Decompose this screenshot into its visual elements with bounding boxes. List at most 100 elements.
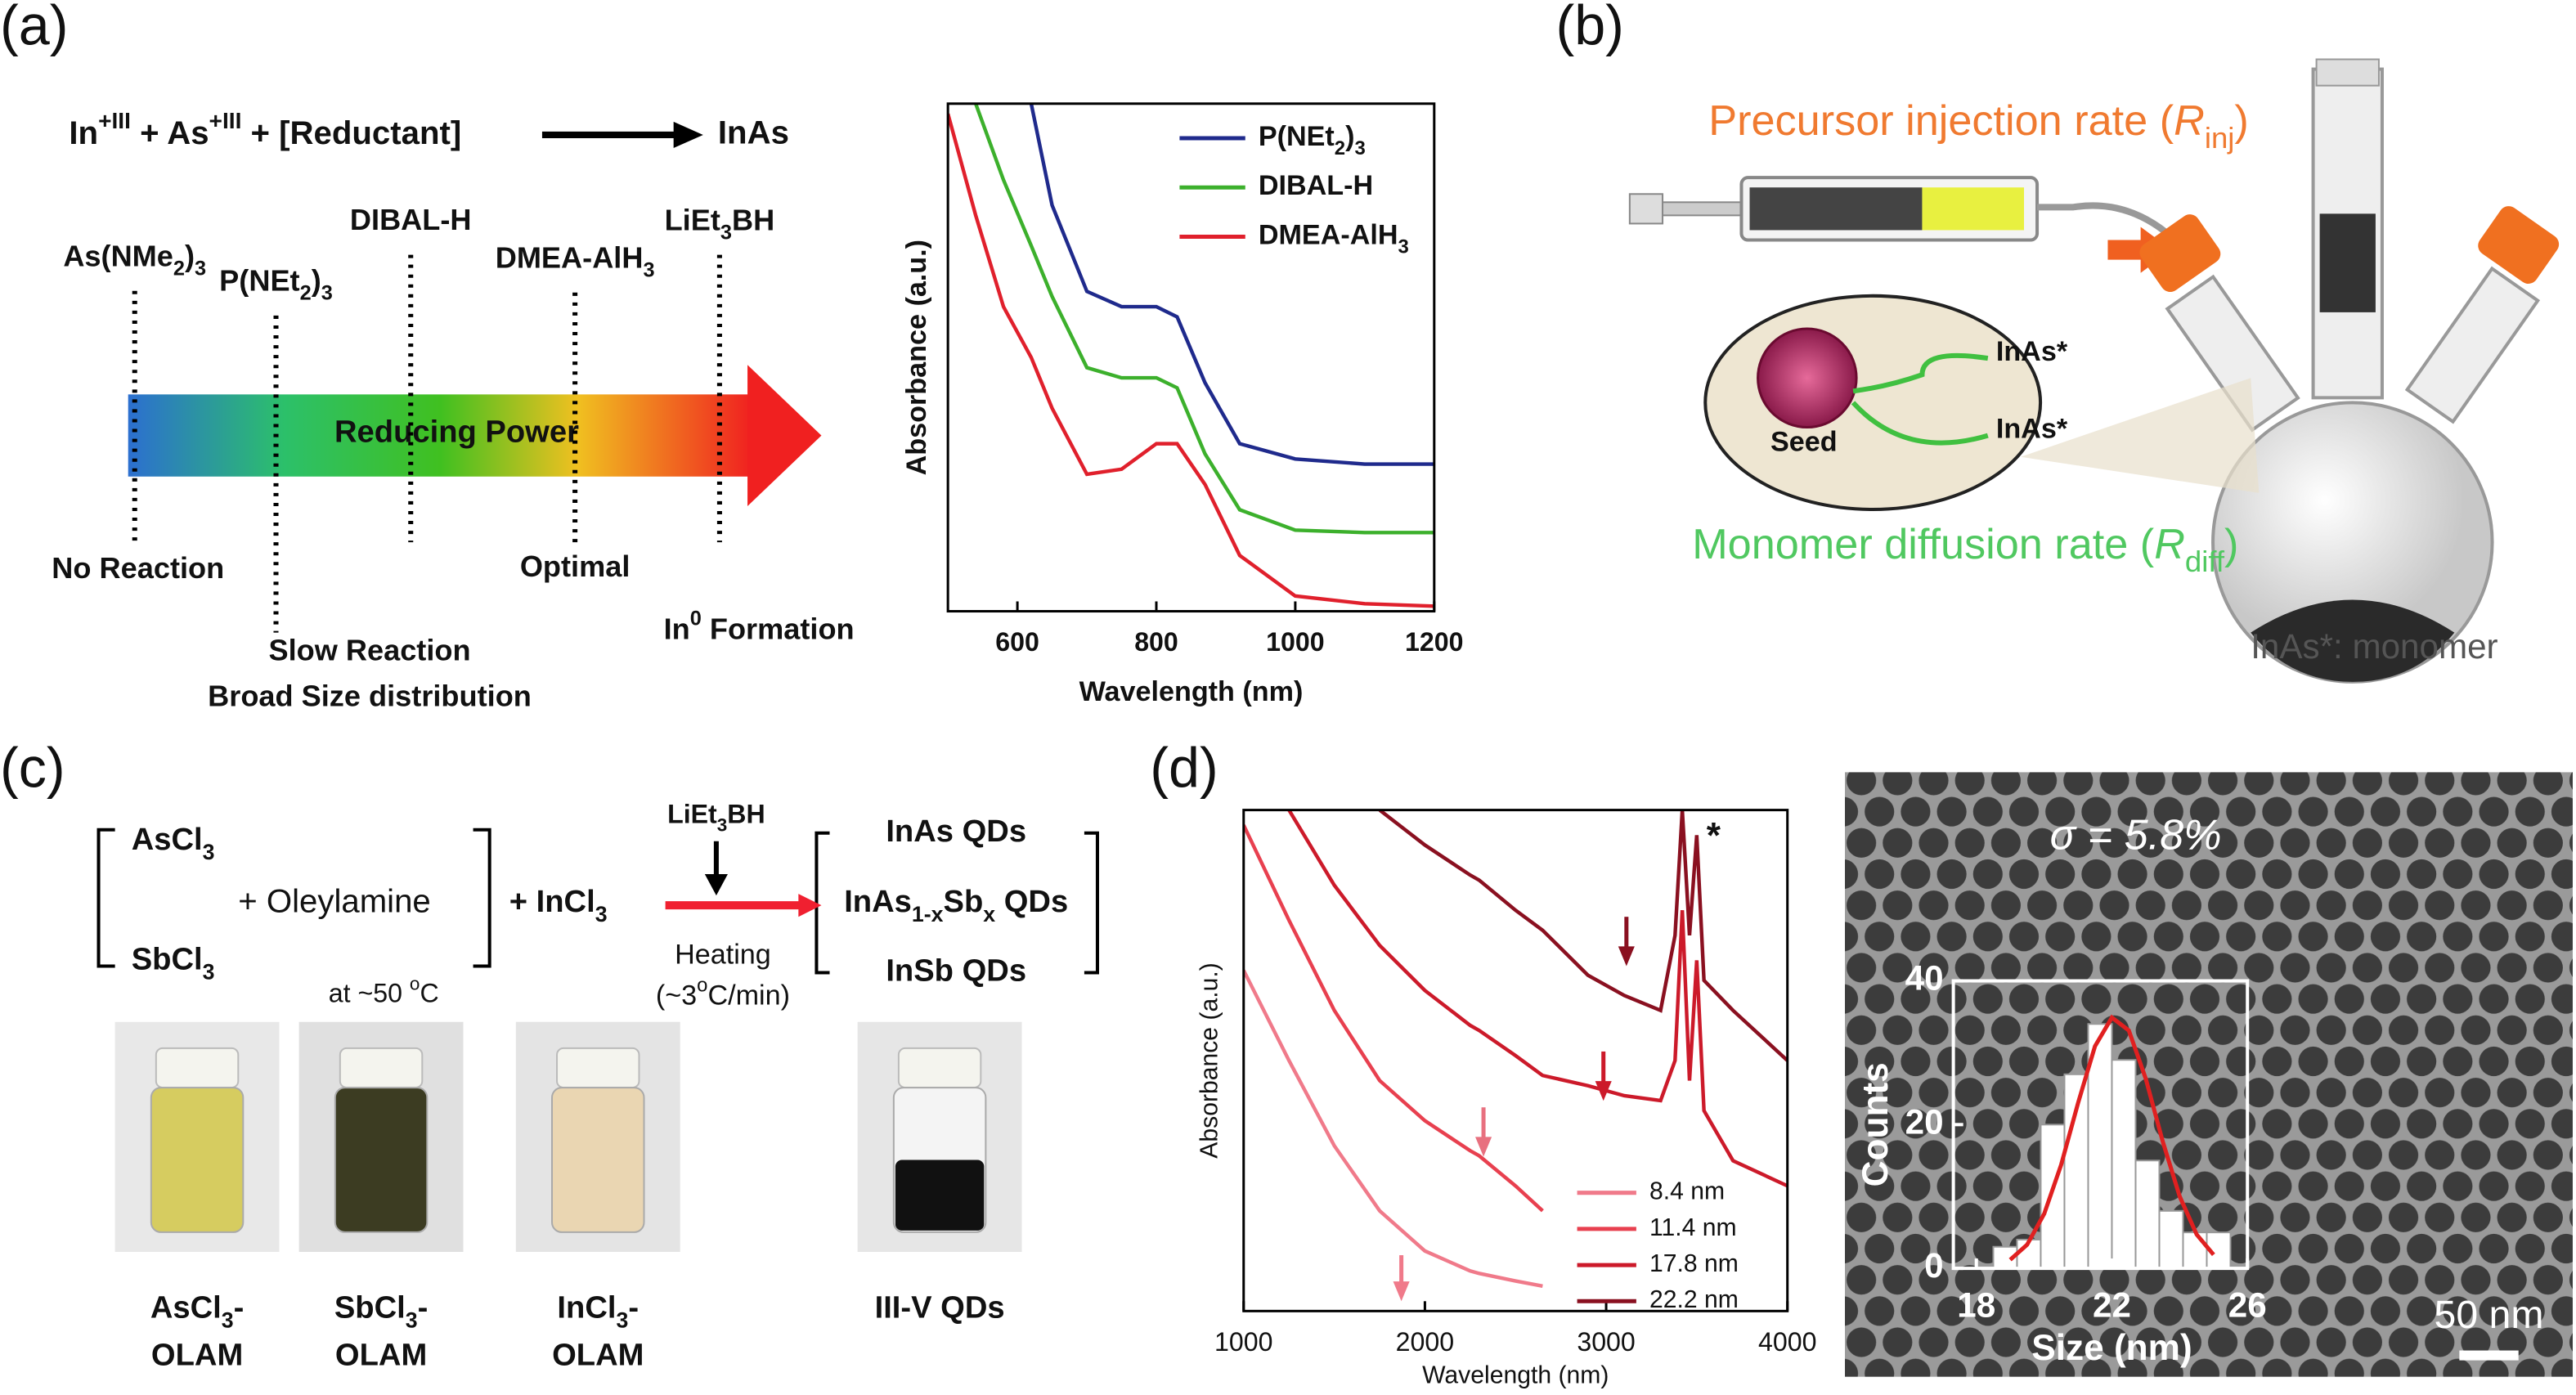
reductant-name: As(NMe2)3: [63, 239, 206, 280]
x-tick-label: 22: [2093, 1285, 2131, 1324]
series-line: [948, 113, 1434, 608]
text-part: Formation: [702, 612, 855, 645]
flask: [2139, 58, 2560, 684]
text-part: 3: [1354, 137, 1365, 159]
seed: [1757, 327, 1858, 429]
x-tick-label: 2000: [1396, 1327, 1454, 1357]
panel-label: (b): [1555, 0, 1623, 56]
text-part: 3: [720, 221, 732, 244]
text-part: ): [2224, 521, 2238, 568]
vial-caption: OLAM: [552, 1338, 644, 1373]
tem-image: [1845, 772, 2573, 1377]
text-part: BH: [727, 800, 765, 829]
legend-label: 11.4 nm: [1649, 1214, 1737, 1241]
text-part: C/min): [707, 980, 790, 1011]
bracket: [473, 828, 491, 968]
vial-caption: InCl3-: [557, 1290, 639, 1332]
monomer-path: [1851, 401, 1989, 446]
product: InSb QDs: [886, 953, 1026, 989]
text-part: ): [312, 263, 321, 297]
y-tick-label: 0: [1924, 1246, 1943, 1285]
text-part: -: [418, 1290, 429, 1325]
histogram-bar: [2087, 1023, 2113, 1270]
x-tick-label: 800: [1134, 627, 1178, 657]
text-part: 3: [617, 1308, 629, 1332]
text-part: InAs: [844, 884, 912, 919]
text-part: ): [185, 239, 195, 272]
text-part: ): [1345, 121, 1354, 152]
series-line: [1243, 969, 1543, 1288]
reaction-arrow-head: [673, 121, 703, 149]
text-part: 3: [195, 257, 206, 280]
text-part: As(NMe: [63, 239, 173, 272]
text-part: -: [628, 1290, 639, 1325]
x-tick-label: 600: [995, 627, 1039, 657]
diffusion-label: Monomer diffusion rate (Rdiff): [1692, 521, 2238, 578]
reductant-note: Optimal: [520, 549, 631, 583]
text-part: + InCl: [509, 884, 595, 919]
panel-label: (c): [0, 737, 65, 799]
monomer-label: InAs*: [1996, 414, 2068, 445]
text-part: 3: [203, 959, 215, 984]
text-part: 3: [717, 815, 728, 836]
text-part: DMEA-AlH: [496, 240, 644, 274]
histogram-bar: [2158, 1209, 2184, 1270]
arrow-label: Reducing Power: [334, 415, 579, 450]
rate-label: (~3oC/min): [656, 974, 790, 1011]
text-part: 3: [406, 1308, 418, 1332]
zoom-bubble: [1703, 294, 2043, 511]
fit-curve: [2008, 1014, 2215, 1262]
vial-caption: OLAM: [151, 1338, 243, 1373]
series-line: [1378, 810, 1788, 1062]
x-tick-label: 18: [1957, 1285, 1995, 1324]
series-line: [1243, 824, 1544, 1213]
text-part: In: [664, 612, 690, 645]
text-part: BH: [732, 203, 774, 236]
text-part: SbCl: [334, 1290, 406, 1325]
text-part: 3: [203, 840, 215, 864]
text-part: In: [69, 114, 98, 151]
text-part: SbCl: [132, 942, 203, 977]
reactant: SbCl3: [132, 942, 215, 985]
band-arrows: [1393, 917, 1635, 1302]
condition: at ~50 oC: [329, 974, 439, 1008]
heating-label: Heating: [675, 939, 771, 970]
text-part: 3: [1398, 235, 1409, 258]
vial-caption: OLAM: [335, 1338, 427, 1373]
footnote: InAs*: monomer: [2251, 627, 2497, 666]
monomer-label: InAs*: [1996, 336, 2068, 367]
text-part: DMEA-AlH: [1259, 220, 1398, 251]
text-part: R: [2174, 97, 2205, 145]
reductant-note: Broad Size distribution: [208, 680, 532, 713]
reductant-name: DMEA-AlH3: [496, 240, 655, 281]
series-line: [1029, 103, 1434, 466]
text-part: 0: [690, 607, 702, 630]
series-line: [1287, 810, 1788, 1188]
text-part: Sb: [944, 884, 984, 919]
x-axis-label: Wavelength (nm): [1422, 1362, 1609, 1389]
monomer-path: [1852, 352, 1989, 394]
text-part: + [Reductant]: [241, 114, 461, 151]
x-tick-label: 1000: [1214, 1327, 1272, 1357]
reductant: LiEt3BH: [667, 800, 765, 836]
x-axis-label: Wavelength (nm): [1079, 676, 1304, 707]
vial-photos: [114, 1021, 1022, 1253]
text-part: o: [697, 974, 707, 996]
histogram-bar: [2182, 1231, 2208, 1270]
x-tick-label: 3000: [1577, 1327, 1635, 1357]
legend-label: DIBAL-H: [1259, 170, 1373, 201]
text-part: +III: [209, 108, 242, 133]
syringe: [1628, 176, 2188, 253]
text-part: Monomer diffusion rate (: [1692, 521, 2155, 568]
text-part: 3: [643, 258, 654, 281]
text-part: P(NEt: [1259, 121, 1335, 152]
text-part: 3: [222, 1308, 234, 1332]
text-part: + As: [131, 114, 209, 151]
text-part: ): [2234, 97, 2248, 145]
legend-label: 17.8 nm: [1649, 1250, 1739, 1277]
text-part: -: [234, 1290, 245, 1325]
text-part: R: [2154, 521, 2185, 568]
reducing-arrow: [128, 365, 822, 506]
